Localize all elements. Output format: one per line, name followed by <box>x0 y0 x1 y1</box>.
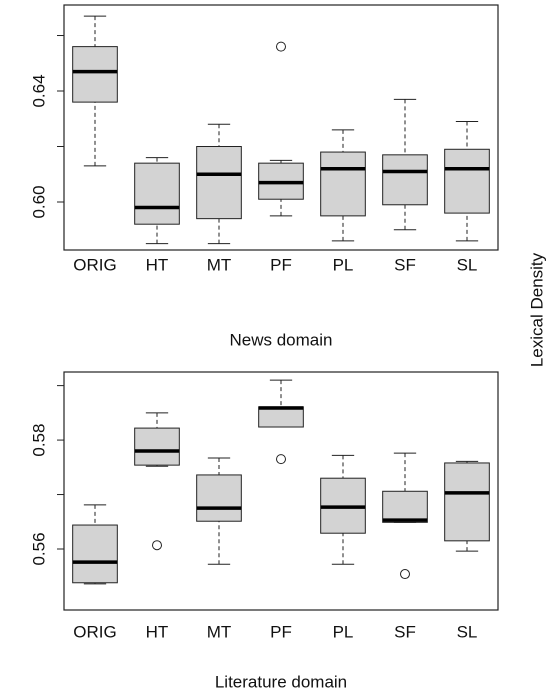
outlier <box>152 540 162 551</box>
outlier <box>276 41 286 52</box>
box <box>320 151 366 217</box>
y-axis-label: Lexical Density <box>527 252 546 367</box>
box <box>382 490 428 523</box>
box <box>444 462 490 542</box>
x-tick-label: SL <box>457 622 478 641</box>
x-tick-label: SF <box>394 622 416 641</box>
x-tick-label: ORIG <box>73 622 116 641</box>
x-tick-label: MT <box>207 255 232 274</box>
box <box>258 406 304 428</box>
box <box>196 474 242 522</box>
y-tick-label: 0.60 <box>29 185 48 218</box>
x-tick-label: SF <box>394 255 416 274</box>
x-tick-label: PF <box>270 622 292 641</box>
box <box>72 524 118 584</box>
x-tick-label: HT <box>146 255 169 274</box>
box <box>196 146 242 220</box>
x-axis-label: News domain <box>230 330 333 349</box>
x-axis-label: Literature domain <box>215 672 347 691</box>
x-tick-label: PF <box>270 255 292 274</box>
y-tick-label: 0.64 <box>29 74 48 107</box>
x-tick-label: MT <box>207 622 232 641</box>
box <box>444 148 490 214</box>
x-tick-label: ORIG <box>73 255 116 274</box>
x-tick-label: PL <box>333 622 354 641</box>
y-tick-label: 0.56 <box>29 532 48 565</box>
x-tick-label: HT <box>146 622 169 641</box>
box <box>134 162 180 225</box>
box <box>382 154 428 206</box>
outlier <box>276 454 286 465</box>
x-tick-label: PL <box>333 255 354 274</box>
box <box>134 427 180 466</box>
plot-frame <box>63 4 499 251</box>
box <box>72 46 118 103</box>
x-tick-label: SL <box>457 255 478 274</box>
plot-frame <box>63 371 499 611</box>
y-tick-label: 0.58 <box>29 424 48 457</box>
outlier <box>400 569 410 580</box>
